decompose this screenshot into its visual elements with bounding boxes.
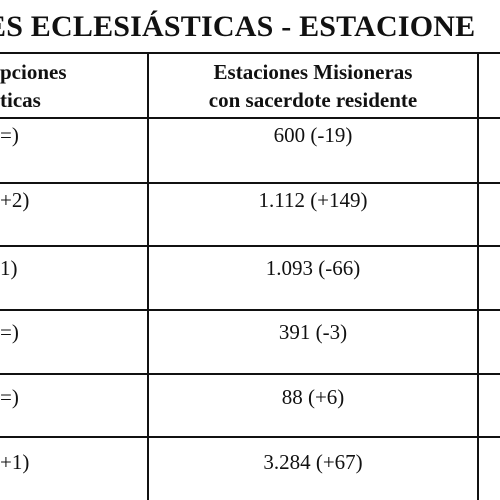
column-divider (477, 52, 479, 500)
row-divider (0, 309, 500, 311)
table-cell-estaciones: 391 (-3) (278, 320, 348, 344)
row-divider (0, 245, 500, 247)
row-divider (0, 373, 500, 375)
table-cell-circunscripciones: =) (0, 320, 19, 344)
header-circunscripciones-line2: ticas (0, 88, 41, 112)
row-divider (0, 436, 500, 438)
table-cell-circunscripciones: +1) (0, 450, 30, 474)
table-cell-estaciones: 1.093 (-66) (265, 256, 361, 280)
table-cell-estaciones: 600 (-19) (273, 123, 353, 147)
table-cell-circunscripciones: +2) (0, 188, 30, 212)
table-cell-circunscripciones: 1) (0, 256, 18, 280)
table-top-border (0, 52, 500, 54)
table-cell-estaciones: 3.284 (+67) (263, 450, 363, 474)
header-circunscripciones-line1: pciones (0, 60, 67, 84)
row-divider (0, 182, 500, 184)
table-cell-circunscripciones: =) (0, 123, 19, 147)
table-cell-circunscripciones: =) (0, 385, 19, 409)
header-bottom-border (0, 117, 500, 119)
table-cell-estaciones: 88 (+6) (281, 385, 345, 409)
table-cell-estaciones: 1.112 (+149) (258, 188, 368, 212)
column-divider (147, 52, 149, 500)
document-title: ES ECLESIÁSTICAS - ESTACIONE (0, 10, 476, 43)
header-estaciones-line1: Estaciones Misioneras (213, 60, 413, 84)
header-estaciones-line2: con sacerdote residente (208, 88, 418, 112)
